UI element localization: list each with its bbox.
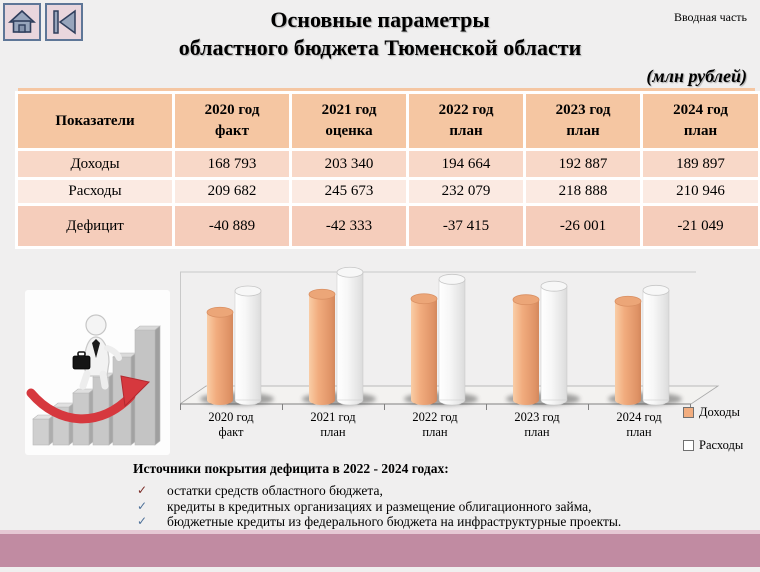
table-top-strip: [18, 88, 755, 91]
cell-value: 194 664: [406, 148, 526, 180]
col-header-2021: 2021 год оценка: [289, 91, 409, 151]
table-header-row: Показатели 2020 год факт 2021 год оценка 2…: [15, 91, 760, 151]
checkmark-icon: ✓: [137, 514, 148, 528]
checkmark-icon: ✓: [137, 483, 148, 497]
section-label: Вводная часть: [673, 10, 747, 24]
home-icon: [8, 8, 36, 36]
budget-chart: 2020 год факт 2021 год план 2022 год план 2023…: [180, 258, 760, 458]
home-button[interactable]: [3, 3, 41, 41]
page-title: Основные параметры областного бюджета Тю…: [0, 6, 760, 62]
row-label: Расходы: [15, 177, 175, 206]
expense-cylinder: [234, 285, 262, 406]
cell-value: 210 946: [640, 177, 760, 206]
footer-strip: [0, 530, 760, 534]
source-item-text: бюджетные кредиты из федерального бюджет…: [167, 514, 622, 529]
cell-value: 192 887: [523, 148, 643, 180]
income-cylinder: [512, 294, 540, 405]
title-line-1: Основные параметры: [270, 7, 490, 32]
title-line-2: областного бюджета Тюменской области: [178, 35, 582, 60]
x-axis-label: 2022 год план: [412, 410, 458, 439]
x-axis-label: 2024 год план: [616, 410, 662, 439]
back-button[interactable]: [45, 3, 83, 41]
cell-value: 189 897: [640, 148, 760, 180]
expense-cylinder: [642, 284, 670, 406]
row-label: Доходы: [15, 148, 175, 180]
legend-swatch-icon: [683, 407, 694, 418]
chart-legend: Доходы Расходы: [683, 405, 743, 471]
cell-value: -37 415: [406, 203, 526, 249]
table-row-income: Доходы 168 793 203 340 194 664 192 887 1…: [15, 148, 760, 180]
cell-value: -21 049: [640, 203, 760, 249]
legend-swatch-icon: [683, 440, 694, 451]
table-row-expense: Расходы 209 682 245 673 232 079 218 888 …: [15, 177, 760, 206]
businessman-climbing-bars-icon: [25, 314, 170, 459]
expense-cylinder: [336, 266, 364, 406]
income-cylinder: [410, 293, 438, 405]
cell-value: 168 793: [172, 148, 292, 180]
x-axis-label: 2021 год план: [310, 410, 356, 439]
legend-item: Расходы: [683, 438, 743, 453]
source-item-text: кредиты в кредитных организациях и разме…: [167, 498, 592, 514]
expense-cylinder: [438, 273, 466, 406]
row-label: Дефицит: [15, 203, 175, 249]
col-header-2023: 2023 год план: [523, 91, 643, 151]
cell-value: -40 889: [172, 203, 292, 249]
cell-value: 218 888: [523, 177, 643, 206]
deficit-sources: Источники покрытия дефицита в 2022 - 202…: [133, 461, 743, 530]
growth-clipart: [25, 290, 170, 455]
col-header-indicators: Показатели: [15, 91, 175, 151]
income-cylinder: [614, 295, 642, 405]
expense-cylinder: [540, 280, 568, 406]
cell-value: -42 333: [289, 203, 409, 249]
units-label: (млн рублей): [646, 66, 747, 86]
cell-value: 203 340: [289, 148, 409, 180]
back-icon: [50, 8, 78, 36]
income-cylinder: [308, 288, 336, 405]
budget-table: Показатели 2020 год факт 2021 год оценка 2…: [15, 91, 760, 249]
col-header-2024: 2024 год план: [640, 91, 760, 151]
x-axis-label: 2020 год факт: [208, 410, 254, 439]
cell-value: 209 682: [172, 177, 292, 206]
source-item: ✓ остатки средств областного бюджета,: [133, 483, 743, 499]
legend-label: Расходы: [699, 438, 744, 452]
legend-item: Доходы: [683, 405, 743, 420]
sources-heading: Источники покрытия дефицита в 2022 - 202…: [133, 461, 449, 476]
checkmark-icon: ✓: [137, 498, 148, 513]
cell-value: 245 673: [289, 177, 409, 206]
legend-label: Доходы: [699, 405, 740, 419]
cell-value: 232 079: [406, 177, 526, 206]
source-item-text: остатки средств областного бюджета,: [167, 483, 383, 498]
x-axis-label: 2023 год план: [514, 410, 560, 439]
cell-value: -26 001: [523, 203, 643, 249]
sources-list: ✓ остатки средств областного бюджета, ✓ …: [133, 483, 743, 530]
income-cylinder: [206, 306, 234, 405]
footer-bar: [0, 534, 760, 567]
col-header-2022: 2022 год план: [406, 91, 526, 151]
col-header-2020: 2020 год факт: [172, 91, 292, 151]
source-item: ✓ кредиты в кредитных организациях и раз…: [133, 499, 743, 515]
source-item: ✓ бюджетные кредиты из федерального бюдж…: [133, 514, 743, 530]
table-row-deficit: Дефицит -40 889 -42 333 -37 415 -26 001 …: [15, 203, 760, 249]
